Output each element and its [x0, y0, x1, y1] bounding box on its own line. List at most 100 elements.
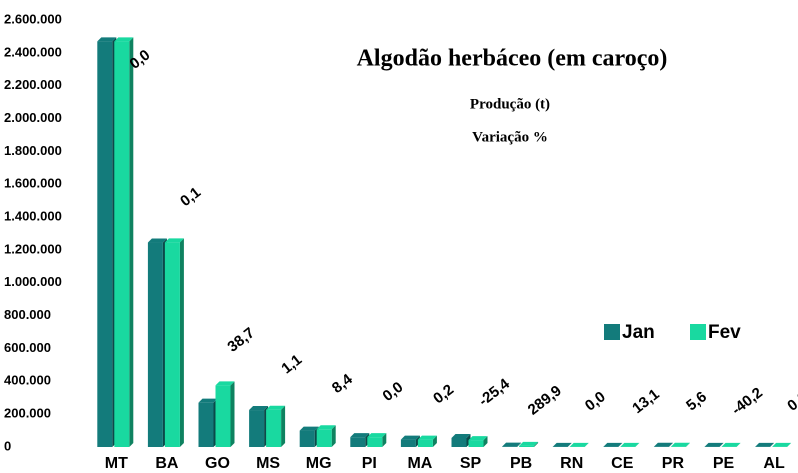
bar-face: [249, 410, 265, 447]
variation-label: 0,0: [380, 379, 407, 405]
bar-face: [772, 442, 792, 447]
bar-face: [400, 435, 420, 440]
bar: [147, 238, 167, 447]
bar-face: [97, 37, 117, 42]
bar-face: [618, 442, 623, 447]
bar-face: [417, 439, 433, 447]
variation-label: 38,7: [224, 324, 257, 355]
bar-face: [400, 439, 416, 447]
bar-face: [569, 442, 589, 447]
bar-face: [129, 37, 134, 447]
bar: [266, 405, 286, 447]
variation-label: -25,4: [475, 375, 513, 410]
y-tick-label: 200.000: [4, 406, 51, 421]
bar-face: [164, 242, 180, 447]
y-tick-label: 2.600.000: [4, 11, 62, 26]
bar: [164, 238, 184, 447]
bar-face: [620, 442, 640, 447]
variation-label: 8,4: [329, 370, 356, 397]
bar-face: [468, 436, 488, 441]
bar-face: [249, 406, 269, 411]
x-tick-label: MA: [407, 455, 432, 472]
bar-face: [299, 426, 319, 431]
bar-face: [417, 435, 437, 440]
bar-face: [299, 430, 315, 447]
variation-label: 1,1: [278, 351, 305, 377]
bar-face: [198, 398, 218, 403]
bar-face: [519, 445, 535, 447]
bar: [755, 442, 775, 447]
legend-label: Jan: [622, 322, 655, 343]
bar: [114, 37, 134, 447]
variation-label: 13,1: [629, 386, 662, 417]
chart-subtitle: Produção (t): [470, 96, 550, 112]
bar-face: [635, 442, 640, 447]
x-tick-label: MG: [306, 455, 332, 472]
bar-face: [770, 442, 775, 447]
bar-face: [502, 442, 522, 447]
bar: [316, 425, 336, 447]
bar-face: [653, 442, 673, 447]
bar-face: [755, 442, 775, 447]
bar-face: [736, 442, 741, 447]
variation-label: -40,2: [728, 384, 765, 418]
bar-face: [147, 242, 163, 447]
bar-face: [316, 425, 336, 430]
bar-face: [483, 436, 488, 447]
chart-subtitle: Variação %: [472, 129, 548, 145]
bar: [653, 442, 673, 447]
variation-label: 0,2: [430, 381, 457, 407]
x-tick-label: MT: [105, 455, 128, 472]
legend-swatch: [604, 324, 620, 340]
bar-face: [198, 402, 214, 447]
x-tick-label: PE: [713, 455, 735, 472]
bar: [249, 406, 269, 447]
y-tick-label: 600.000: [4, 340, 51, 355]
bar-face: [215, 381, 235, 386]
y-tick-label: 1.400.000: [4, 209, 62, 224]
bar-face: [668, 442, 673, 447]
bar: [721, 442, 741, 447]
bar-face: [230, 381, 235, 447]
legend-label: Fev: [708, 322, 741, 343]
bar: [569, 442, 589, 447]
bar-face: [603, 442, 623, 447]
bar-face: [719, 442, 724, 447]
variation-label: 0,0: [582, 388, 609, 414]
y-tick-label: 2.200.000: [4, 77, 62, 92]
variation-label: 5,6: [683, 388, 710, 414]
y-tick-label: 1.800.000: [4, 143, 62, 158]
bar-face: [519, 441, 539, 446]
bar: [502, 442, 522, 447]
bar: [198, 398, 218, 447]
bar: [451, 433, 471, 447]
bar: [417, 435, 437, 447]
variation-label: 0,1: [177, 184, 204, 210]
bar-face: [97, 41, 113, 447]
bar: [519, 441, 539, 447]
x-tick-label: CE: [611, 455, 634, 472]
y-tick-label: 1.200.000: [4, 241, 62, 256]
bar-face: [367, 433, 387, 438]
bar-face: [367, 437, 383, 447]
bar: [350, 433, 370, 447]
bar-face: [331, 425, 336, 447]
y-tick-label: 1.600.000: [4, 176, 62, 191]
x-tick-label: PR: [662, 455, 685, 472]
bar-face: [432, 435, 437, 447]
bar-face: [281, 405, 286, 447]
variation-label: 0,0: [784, 388, 798, 414]
bar-face: [534, 441, 539, 447]
x-tick-label: PI: [362, 455, 377, 472]
x-tick-label: SP: [460, 455, 482, 472]
x-tick-label: MS: [256, 455, 280, 472]
y-tick-label: 2.400.000: [4, 44, 62, 59]
bar-face: [584, 442, 589, 447]
bar-face: [350, 433, 370, 438]
bar: [704, 442, 724, 447]
bar: [400, 435, 420, 447]
y-tick-label: 2.000.000: [4, 110, 62, 125]
legend-swatch: [690, 324, 706, 340]
bar-face: [787, 442, 792, 447]
